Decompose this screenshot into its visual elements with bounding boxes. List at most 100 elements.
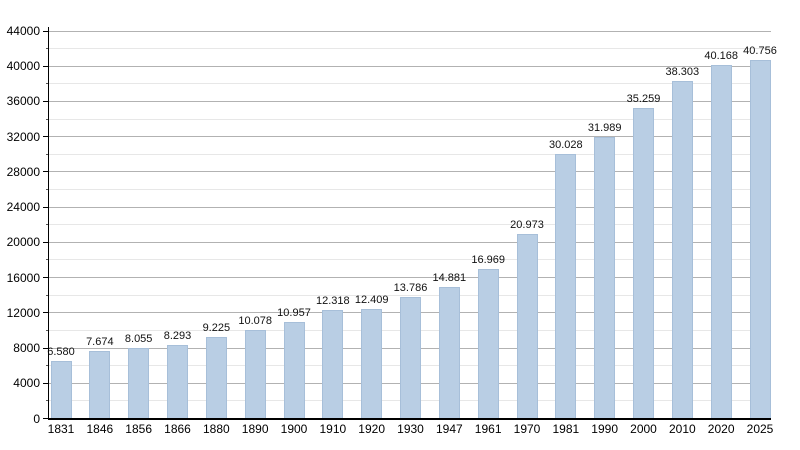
y-grid-line-major — [49, 171, 771, 173]
y-axis-minor-tick — [46, 189, 49, 191]
bar — [438, 287, 460, 419]
y-axis-minor-tick — [46, 294, 49, 296]
bar-value-label: 30.028 — [549, 139, 583, 152]
y-axis-label: 36000 — [6, 94, 40, 109]
bar-value-label: 40.756 — [743, 44, 777, 57]
y-grid-line-major — [49, 206, 771, 208]
y-axis-tick — [43, 241, 49, 243]
y-axis-minor-tick — [46, 365, 49, 367]
bar-value-label: 8.055 — [124, 332, 153, 345]
y-axis-label: 12000 — [6, 305, 40, 320]
y-axis-label: 40000 — [6, 59, 40, 74]
y-axis-minor-tick — [46, 83, 49, 85]
x-axis-label: 1930 — [397, 421, 424, 436]
y-axis-label: 44000 — [6, 24, 40, 38]
y-axis-minor-tick — [46, 224, 49, 226]
bar-value-label: 40.168 — [704, 49, 738, 62]
bar-value-label: 31.989 — [587, 121, 622, 134]
y-grid-line-minor — [49, 83, 771, 85]
y-grid-line-major — [49, 136, 771, 138]
y-axis-tick — [43, 418, 49, 419]
x-axis-label: 1910 — [319, 421, 347, 436]
y-grid-line-minor — [49, 189, 771, 191]
x-axis-label: 1961 — [474, 421, 502, 436]
bar — [167, 345, 188, 419]
y-axis-tick — [43, 382, 49, 384]
y-grid-line-major — [49, 277, 771, 279]
x-axis-label: 1890 — [241, 421, 269, 436]
y-grid-line-minor — [49, 118, 771, 120]
bar — [50, 360, 72, 419]
x-axis-label: 2020 — [707, 421, 735, 436]
x-axis-label: 1990 — [591, 421, 619, 436]
y-axis-label: 0 — [33, 411, 40, 426]
y-axis-tick — [43, 347, 49, 349]
bar — [283, 322, 305, 419]
bar-value-label: 20.973 — [510, 218, 544, 231]
bar-value-label: 10.078 — [238, 314, 272, 327]
x-axis-label: 2025 — [746, 421, 774, 436]
y-axis-minor-tick — [46, 329, 49, 331]
bar-value-label: 6.580 — [47, 345, 75, 358]
bar — [516, 233, 538, 419]
x-axis-label: 1900 — [280, 421, 308, 436]
bar — [477, 269, 499, 419]
x-axis-label: 1920 — [358, 421, 386, 436]
y-axis-tick — [43, 65, 49, 67]
y-axis-minor-tick — [46, 118, 49, 120]
x-axis-label: 1880 — [202, 421, 230, 436]
x-axis-label: 1947 — [435, 421, 463, 436]
y-grid-line-major — [49, 30, 771, 32]
bar-value-label: 8.293 — [163, 330, 192, 343]
bar — [633, 107, 654, 419]
bar — [205, 337, 227, 419]
y-axis-label: 32000 — [6, 129, 40, 144]
y-axis-tick — [43, 30, 49, 32]
bar — [322, 310, 344, 419]
x-axis-label: 1831 — [47, 421, 75, 436]
y-axis-label: 8000 — [13, 341, 40, 356]
y-axis-tick — [43, 171, 49, 173]
bar-value-label: 14.881 — [432, 272, 467, 285]
bar — [555, 154, 577, 419]
y-axis-label: 20000 — [6, 235, 40, 250]
bar — [244, 329, 266, 419]
y-axis-label: 4000 — [13, 376, 40, 391]
y-axis-tick — [43, 206, 49, 208]
x-axis-label: 2000 — [630, 421, 657, 436]
y-axis-minor-tick — [46, 153, 49, 155]
bar — [361, 309, 383, 419]
y-axis-tick — [43, 100, 49, 102]
bar-value-label: 12.409 — [354, 294, 389, 307]
y-axis-minor-tick — [46, 400, 49, 402]
y-grid-line-minor — [49, 259, 771, 261]
x-axis-label: 1866 — [164, 421, 191, 436]
y-axis-label: 24000 — [6, 200, 40, 215]
bar-value-label: 7.674 — [86, 335, 114, 348]
y-grid-line-minor — [49, 294, 771, 296]
x-axis-label: 2010 — [668, 421, 696, 436]
bar — [128, 347, 150, 419]
bar-value-label: 12.318 — [316, 295, 350, 308]
y-grid-line-minor — [49, 153, 771, 155]
y-axis-tick — [43, 136, 49, 138]
bar — [594, 136, 616, 419]
x-axis-label: 1981 — [552, 421, 580, 436]
y-grid-line-major — [49, 241, 771, 243]
x-axis-line — [48, 417, 771, 420]
y-grid-line-major — [49, 65, 771, 67]
y-axis-label: 28000 — [6, 164, 40, 179]
bar-value-label: 38.303 — [665, 66, 700, 79]
bar-value-label: 10.957 — [277, 307, 311, 319]
y-axis-line — [48, 27, 49, 419]
bar-value-label: 9.225 — [202, 322, 231, 335]
bar-value-label: 13.786 — [393, 282, 428, 295]
bar — [671, 81, 693, 419]
bar — [400, 297, 421, 419]
y-axis-tick — [43, 277, 49, 279]
x-axis-label: 1970 — [513, 421, 541, 436]
bar-value-label: 35.259 — [626, 92, 661, 105]
y-axis-label: 16000 — [6, 270, 40, 285]
y-grid-line-major — [49, 100, 771, 102]
bar — [710, 64, 732, 419]
